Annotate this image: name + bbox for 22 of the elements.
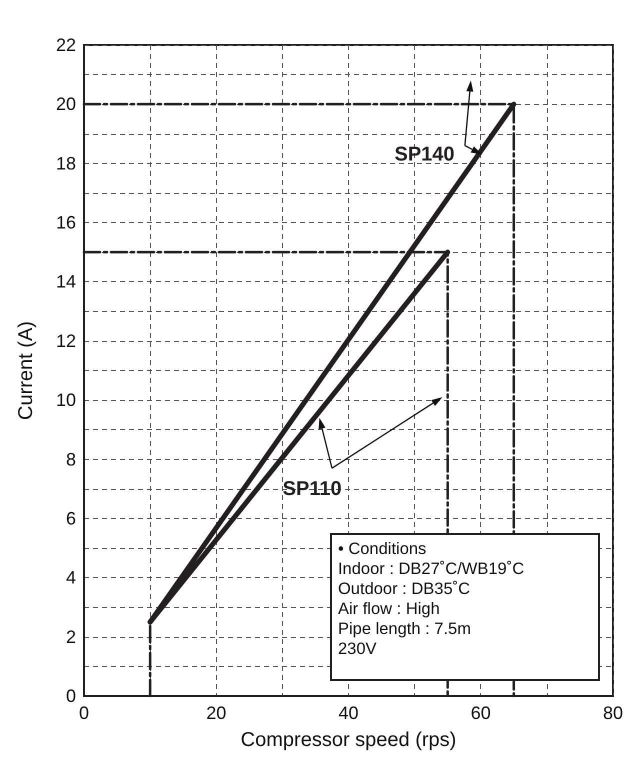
y-tick-label: 0 [66,686,76,706]
conditions-box: • Conditions Indoor : DB27˚C/WB19˚C Outdoor : DB35˚C Air flow : High Pipe length : 7.5m 230V [330,533,600,682]
series-label: SP110 [282,478,342,500]
x-tick-label: 20 [206,703,226,723]
y-tick-label: 4 [66,568,76,588]
y-tick-label: 2 [66,626,76,647]
y-tick-label: 10 [56,390,76,410]
x-axis-title: Compressor speed (rps) [240,729,456,751]
y-tick-label: 18 [56,153,76,174]
x-tick-label: 80 [602,703,624,723]
series-label: SP140 [394,143,455,166]
x-tick-label: 40 [338,703,359,723]
y-tick-label: 6 [66,508,76,528]
y-tick-label: 8 [66,449,76,470]
y-axis-title: Current (A) [15,321,37,420]
y-tick-label: 12 [56,330,76,351]
y-tick-label: 22 [56,35,76,55]
x-tick-label: 60 [470,703,491,723]
x-tick-label: 0 [78,703,90,723]
y-tick-label: 16 [56,212,76,233]
y-tick-label: 14 [56,272,76,292]
y-tick-label: 20 [56,94,76,114]
